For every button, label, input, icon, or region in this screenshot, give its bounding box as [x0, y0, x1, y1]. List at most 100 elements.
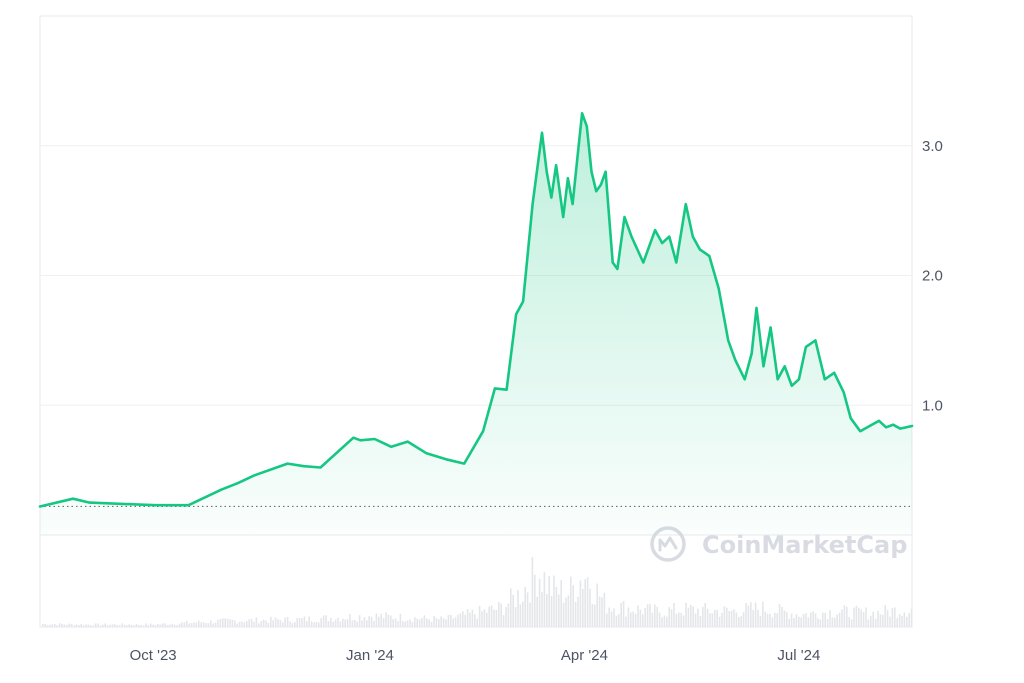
- volume-bar: [579, 580, 582, 627]
- volume-bar: [82, 625, 85, 627]
- volume-bar: [591, 603, 594, 627]
- volume-bar: [524, 587, 526, 627]
- volume-bar: [303, 616, 306, 627]
- volume-bar: [54, 624, 56, 627]
- volume-bar: [49, 624, 51, 627]
- volume-bar: [152, 624, 154, 627]
- volume-bar: [606, 613, 608, 627]
- volume-bar: [260, 621, 262, 627]
- volume-bar: [555, 587, 558, 627]
- volume-bar: [450, 614, 452, 627]
- volume-bar: [354, 619, 356, 627]
- volume-bar: [714, 609, 716, 627]
- volume-bar: [147, 625, 150, 627]
- volume-bar: [126, 625, 128, 627]
- volume-bar: [73, 625, 75, 627]
- volume-bar: [783, 610, 786, 627]
- volume-bar: [894, 607, 896, 627]
- volume-bar: [277, 619, 279, 627]
- volume-bar: [522, 601, 524, 627]
- volume-bar: [214, 622, 217, 627]
- volume-bar: [342, 618, 344, 627]
- volume-bar: [114, 624, 116, 627]
- volume-bar: [651, 612, 654, 627]
- volume-bar: [454, 617, 457, 627]
- volume-bar: [320, 618, 322, 627]
- volume-bar: [272, 620, 274, 627]
- volume-bar: [670, 609, 673, 627]
- plot-border: [39, 15, 913, 628]
- volume-bar: [656, 606, 658, 627]
- y-axis-ticks: 1.0 2.0 3.0: [922, 138, 943, 415]
- volume-bar: [728, 611, 730, 627]
- volume-bar: [534, 574, 536, 627]
- volume-bar: [738, 617, 740, 627]
- volume-bar: [166, 624, 169, 627]
- volume-bar: [906, 616, 908, 627]
- volume-bar: [716, 609, 718, 627]
- volume-bar: [877, 610, 879, 627]
- volume-bar: [474, 614, 476, 627]
- volume-bar: [601, 597, 603, 627]
- x-tick-label: Oct '23: [130, 647, 177, 664]
- x-tick-label: Jul '24: [777, 647, 820, 664]
- volume-bar: [519, 604, 522, 627]
- volume-bar: [867, 619, 870, 627]
- volume-bar: [430, 621, 433, 627]
- volume-bar: [807, 617, 810, 627]
- volume-bar: [490, 605, 493, 627]
- volume-bar: [325, 615, 327, 627]
- volume-bar: [745, 602, 747, 627]
- volume-bar: [874, 618, 877, 627]
- volume-bar: [886, 610, 889, 627]
- volume-bar: [231, 619, 234, 627]
- volume-bar: [565, 597, 567, 627]
- volume-bar: [198, 620, 200, 627]
- volume-bar: [85, 624, 87, 627]
- coinmarketcap-logo-mark: [658, 536, 678, 552]
- volume-bar: [140, 624, 142, 627]
- volume-bar: [478, 605, 481, 627]
- volume-bar: [267, 622, 270, 627]
- volume-bar: [625, 616, 627, 627]
- volume-bar: [183, 622, 186, 627]
- volume-bar: [322, 615, 325, 627]
- volume-bar: [428, 619, 430, 627]
- volume-bar: [610, 611, 613, 627]
- volume-bar: [92, 625, 94, 627]
- volume-bar: [570, 576, 572, 627]
- volume-bar: [498, 601, 500, 627]
- volume-bar: [790, 613, 793, 627]
- volume-bar: [296, 618, 298, 627]
- volume-bar: [399, 613, 402, 627]
- volume-bar: [116, 625, 118, 627]
- volume-bar: [334, 619, 337, 627]
- volume-bar: [435, 617, 438, 627]
- volume-bar: [157, 624, 159, 627]
- volume-bar: [810, 612, 812, 627]
- volume-bar: [680, 612, 682, 627]
- volume-bar: [135, 623, 138, 627]
- volume-bar: [195, 622, 198, 627]
- volume-bar: [411, 622, 414, 627]
- volume-bar: [706, 608, 709, 627]
- volume-bar: [838, 612, 841, 627]
- volume-bar: [644, 608, 646, 627]
- volume-bar: [834, 617, 836, 627]
- volume-bar: [699, 616, 702, 627]
- volume-bar: [615, 615, 618, 627]
- volume-bar: [898, 614, 901, 627]
- volume-bar: [771, 617, 774, 627]
- volume-bar: [836, 614, 838, 627]
- volume-bar: [471, 609, 474, 627]
- volume-bars: [42, 557, 913, 627]
- volume-bar: [903, 612, 906, 627]
- y-tick-label: 1.0: [922, 397, 943, 414]
- x-tick-label: Apr '24: [561, 647, 608, 664]
- volume-bar: [217, 619, 219, 627]
- volume-bar: [416, 618, 418, 627]
- volume-bar: [306, 621, 308, 627]
- volume-bar: [178, 623, 181, 627]
- volume-bar: [802, 613, 805, 627]
- volume-bar: [586, 577, 589, 627]
